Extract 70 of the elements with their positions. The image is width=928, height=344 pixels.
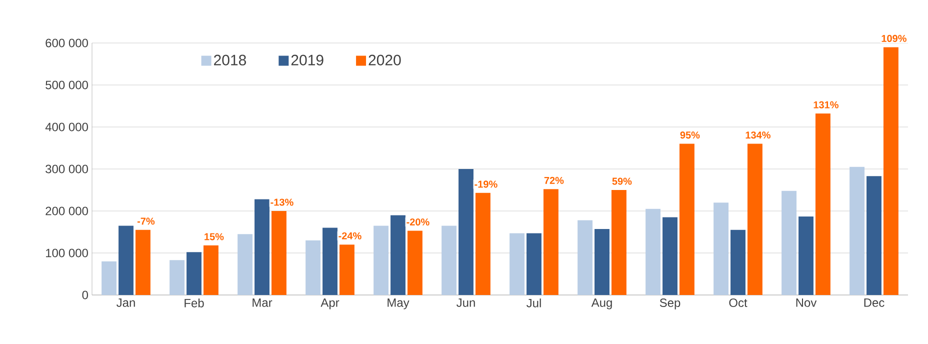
- bar: [798, 216, 814, 295]
- x-tick-label: May: [388, 298, 410, 310]
- annotation: 59%: [612, 178, 632, 185]
- bar: [543, 189, 558, 295]
- bar: [238, 234, 253, 295]
- x-tick-label: Aug: [591, 298, 612, 310]
- bar: [390, 215, 406, 295]
- annotation: -20%: [406, 218, 430, 226]
- bar: [646, 208, 661, 295]
- bar: [730, 230, 746, 295]
- text: 109%: [882, 34, 906, 42]
- bar: [662, 217, 678, 295]
- bar: [339, 244, 354, 295]
- bar: [458, 168, 474, 295]
- bar: [611, 190, 626, 295]
- y-tick-label: 200 000: [46, 206, 88, 216]
- bar: [782, 190, 797, 295]
- y-tick-label: 0: [82, 290, 88, 300]
- annotation: 15%: [204, 233, 224, 240]
- x-tick-label: Sep: [660, 298, 680, 310]
- x-tick-label: Mar: [252, 298, 272, 307]
- annotation: -13%: [270, 198, 294, 206]
- bar: [407, 230, 422, 295]
- bar: [679, 144, 694, 295]
- bar: [322, 228, 338, 295]
- x-tick-label: Nov: [796, 298, 817, 307]
- annotation: 95%: [680, 132, 700, 139]
- x-tick-label: Feb: [184, 298, 204, 308]
- bar: [594, 229, 610, 295]
- annotation: 134%: [746, 131, 770, 139]
- bar: [866, 176, 882, 295]
- x-tick-label: Apr: [320, 298, 340, 310]
- legend-label: 2019: [291, 54, 324, 66]
- bar: [271, 210, 286, 295]
- x-tick-label: Oct: [729, 298, 748, 308]
- x-tick-label: Dec: [864, 298, 884, 307]
- x-tick-label: Jul: [526, 298, 541, 308]
- y-tick-label: 100 000: [46, 248, 88, 258]
- bar: [374, 226, 389, 295]
- bar: [578, 220, 593, 295]
- bar: [883, 47, 898, 295]
- bar: [475, 192, 490, 295]
- x-tick-label: Jun: [456, 298, 475, 307]
- annotation: -19%: [474, 180, 498, 188]
- legend-label: 2020: [368, 54, 401, 66]
- bar: [815, 114, 830, 295]
- y-tick-label: 400 000: [45, 122, 88, 132]
- x-tick-label: Jan: [116, 298, 135, 307]
- y-tick-label: 500 000: [46, 80, 88, 90]
- bar: [510, 233, 525, 295]
- bar: [203, 245, 218, 295]
- bar: [747, 144, 762, 295]
- bar: [170, 260, 185, 295]
- annotation: -24%: [338, 232, 362, 240]
- bar: [526, 233, 542, 295]
- y-tick-label: 600 000: [46, 38, 88, 48]
- bar: [714, 202, 729, 295]
- annotation: 131%: [814, 101, 838, 108]
- y-tick-label: 300 000: [46, 164, 88, 174]
- annotation: -7%: [137, 218, 155, 225]
- bar: [118, 226, 134, 295]
- annotation: 72%: [544, 176, 564, 184]
- bar: [850, 166, 865, 295]
- bar: [102, 261, 117, 295]
- bar: [254, 199, 270, 295]
- bar: [186, 252, 202, 295]
- bar: [135, 230, 150, 295]
- bar: [442, 226, 457, 295]
- bar: [306, 240, 321, 295]
- legend-label: 2018: [214, 54, 246, 66]
